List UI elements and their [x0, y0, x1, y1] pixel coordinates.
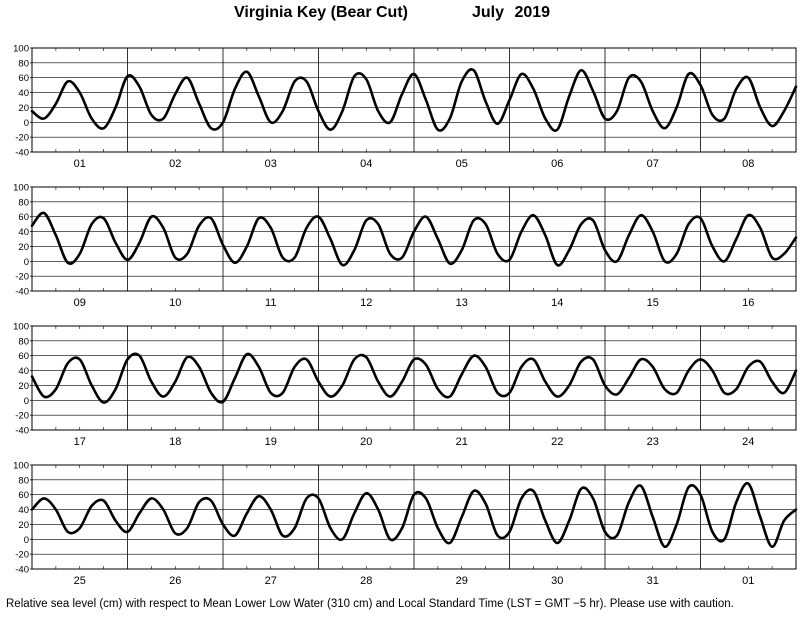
day-label: 29 — [456, 575, 468, 587]
chart-title: Virginia Key (Bear Cut) July 2019 — [0, 4, 800, 26]
y-tick-label: -40 — [15, 148, 29, 159]
y-tick-label: -20 — [15, 550, 29, 561]
day-label: 05 — [456, 158, 468, 170]
day-label: 15 — [647, 297, 659, 309]
day-label: 18 — [169, 436, 181, 448]
y-tick-label: 60 — [18, 490, 29, 501]
tide-series-line — [30, 481, 798, 549]
y-tick-label: -20 — [15, 133, 29, 144]
y-tick-label: 20 — [18, 520, 29, 531]
day-label: 25 — [74, 575, 86, 587]
y-tick-label: 80 — [18, 58, 29, 69]
y-tick-label: -20 — [15, 272, 29, 283]
y-tick-label: 60 — [18, 73, 29, 84]
y-tick-label: 0 — [24, 118, 29, 129]
y-tick-label: 0 — [24, 535, 29, 546]
y-tick-label: 40 — [18, 505, 29, 516]
tide-series-line — [30, 211, 798, 267]
y-tick-label: 80 — [18, 197, 29, 208]
y-tick-label: 0 — [24, 396, 29, 407]
day-label: 11 — [265, 297, 276, 309]
y-tick-label: 60 — [18, 212, 29, 223]
y-tick-label: 100 — [13, 44, 29, 55]
day-label: 17 — [74, 436, 86, 448]
day-label: 02 — [169, 158, 181, 170]
day-label: 30 — [551, 575, 563, 587]
day-label: 24 — [742, 436, 754, 448]
day-label: 16 — [742, 297, 754, 309]
plot-frame — [31, 464, 797, 570]
y-tick-label: 80 — [18, 475, 29, 486]
chart-footnote: Relative sea level (cm) with respect to … — [6, 598, 734, 610]
day-label: 21 — [456, 436, 468, 448]
y-tick-label: 100 — [13, 322, 29, 333]
y-tick-label: 100 — [13, 461, 29, 472]
y-tick-label: 40 — [18, 366, 29, 377]
day-label: 14 — [551, 297, 563, 309]
y-tick-label: -40 — [15, 426, 29, 437]
day-label: 08 — [742, 158, 754, 170]
day-label: 06 — [551, 158, 563, 170]
y-tick-label: 40 — [18, 227, 29, 238]
plot-frame — [31, 47, 797, 153]
day-label: 26 — [169, 575, 181, 587]
y-tick-label: -20 — [15, 411, 29, 422]
day-label: 19 — [265, 436, 277, 448]
y-tick-label: -40 — [15, 287, 29, 298]
y-tick-label: 80 — [18, 336, 29, 347]
y-tick-label: 0 — [24, 257, 29, 268]
day-label: 01 — [742, 575, 754, 587]
day-label: 28 — [360, 575, 372, 587]
day-label: 04 — [360, 158, 372, 170]
day-label: 10 — [169, 297, 181, 309]
y-tick-label: 20 — [18, 381, 29, 392]
y-tick-label: 40 — [18, 88, 29, 99]
chart-title-period: July 2019 — [472, 4, 551, 21]
day-label: 20 — [360, 436, 372, 448]
day-label: 27 — [265, 575, 277, 587]
y-tick-label: 20 — [18, 103, 29, 114]
day-label: 09 — [74, 297, 86, 309]
day-label: 31 — [647, 575, 659, 587]
day-label: 03 — [265, 158, 277, 170]
day-label: 13 — [456, 297, 468, 309]
y-tick-label: 20 — [18, 242, 29, 253]
day-label: 22 — [551, 436, 563, 448]
day-label: 01 — [74, 158, 86, 170]
y-tick-label: 100 — [13, 183, 29, 194]
chart-title-location: Virginia Key (Bear Cut) — [234, 4, 408, 21]
day-label: 23 — [647, 436, 659, 448]
day-label: 12 — [360, 297, 372, 309]
y-tick-label: 60 — [18, 351, 29, 362]
day-label: 07 — [647, 158, 659, 170]
y-tick-label: -40 — [15, 565, 29, 576]
tide-series-line — [30, 68, 798, 132]
tide-series-line — [30, 352, 798, 404]
